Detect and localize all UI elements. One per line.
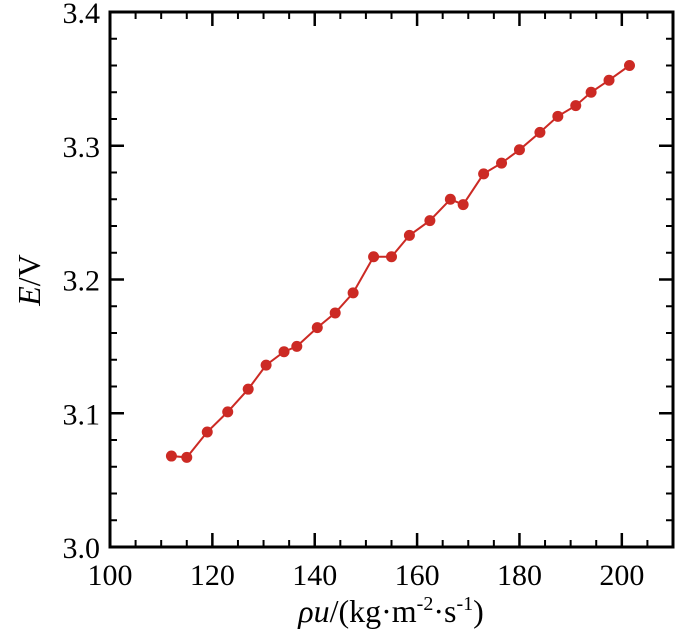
data-point: [444, 193, 456, 205]
x-title-sup-2: -1: [456, 593, 473, 615]
x-title-u: u: [314, 593, 330, 629]
data-point: [386, 251, 397, 263]
y-tick-label: 3.3: [63, 131, 101, 164]
data-point: [496, 157, 508, 169]
data-point: [347, 287, 359, 299]
series-line: [171, 64, 631, 459]
x-tick-label: 100: [88, 559, 133, 592]
y-title-e: E: [11, 286, 47, 307]
y-tick-label: 3.1: [63, 398, 101, 431]
data-point: [165, 450, 177, 462]
data-point: [585, 86, 597, 98]
x-title-close: ): [473, 593, 484, 629]
data-point: [181, 451, 193, 463]
y-tick-labels: 3.0 3.1 3.2 3.3 3.4: [63, 0, 101, 565]
x-title-units-open: /(kg·m: [330, 593, 417, 629]
data-point: [623, 60, 635, 71]
series-group: [165, 60, 635, 463]
data-point: [552, 110, 564, 122]
y-tick-label: 3.2: [63, 265, 101, 298]
x-tick-label: 180: [497, 559, 542, 592]
data-point: [403, 229, 415, 241]
data-point: [457, 199, 469, 211]
x-title-rho: ρ: [297, 593, 313, 629]
x-title-mid: ·s: [433, 593, 456, 629]
x-tick-label: 200: [599, 559, 644, 592]
y-tick-label: 3.0: [63, 532, 101, 565]
data-point: [513, 144, 525, 156]
x-tick-labels: 100 120 140 160 180 200: [88, 559, 645, 592]
x-tick-label: 160: [395, 559, 440, 592]
data-point: [424, 215, 436, 227]
data-point: [603, 74, 615, 86]
data-point: [329, 307, 341, 319]
x-tick-label: 140: [292, 559, 337, 592]
data-point: [311, 322, 323, 334]
data-point: [222, 406, 234, 418]
data-point: [570, 100, 582, 112]
x-title-sup-1: -2: [417, 593, 434, 615]
x-tick-label: 120: [190, 559, 235, 592]
y-axis-title: E/V: [11, 254, 47, 307]
data-point: [291, 340, 303, 352]
data-point: [368, 251, 380, 263]
data-point: [478, 168, 490, 180]
data-point: [534, 126, 546, 138]
y-title-unit: /V: [11, 254, 47, 286]
data-point: [260, 359, 272, 371]
x-axis-title: ρu/(kg·m-2·s-1): [297, 593, 484, 629]
axis-ticks: [108, 10, 673, 549]
data-point: [201, 426, 213, 438]
data-point: [242, 383, 254, 395]
data-point: [278, 346, 290, 358]
y-tick-label: 3.4: [63, 0, 101, 30]
